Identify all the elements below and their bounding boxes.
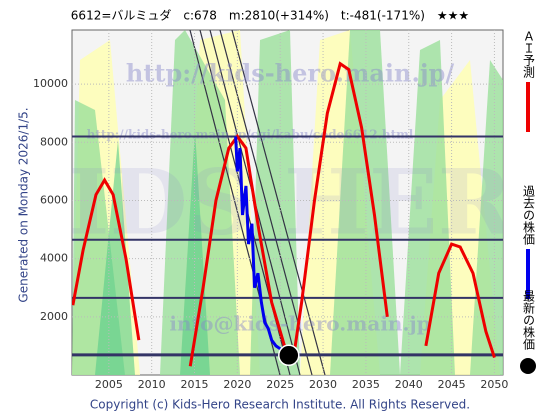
legend-swatch (520, 358, 536, 374)
x-tick-label: 2050 (480, 378, 508, 391)
legend-label: 最新の株価 (522, 290, 536, 350)
series-line (234, 136, 286, 356)
series-line (424, 242, 496, 359)
x-tick-label: 2030 (309, 378, 337, 391)
watermark: http://kids-hero.main.jp/cgi/kabu/code66… (87, 128, 414, 142)
chart-title: 6612=バルミュダ c:678 m:2810(+314%) t:-481(-1… (71, 8, 469, 23)
y-tick-label: 4000 (40, 252, 68, 265)
background-bands (72, 30, 503, 375)
x-tick-label: 2005 (95, 378, 123, 391)
x-tick-label: 2035 (352, 378, 380, 391)
watermark: http://kids-hero.main.jp/ (126, 59, 454, 88)
watermark: KIDS HERO (0, 150, 560, 256)
x-tick-label: 2020 (223, 378, 251, 391)
legend-label: ＡＩ予測 (522, 30, 536, 79)
y-tick-label: 6000 (40, 193, 68, 206)
x-tick-label: 2045 (438, 378, 466, 391)
y-tick-label: 10000 (33, 77, 68, 90)
x-tick-label: 2010 (138, 378, 166, 391)
y-tick-label: 2000 (40, 310, 68, 323)
y-tick-label: 8000 (40, 135, 68, 148)
x-tick-label: 2025 (266, 378, 294, 391)
side-label: Generated on Monday 2026/1/5. (17, 107, 31, 302)
x-tick-label: 2015 (181, 378, 209, 391)
legend-swatch (526, 249, 530, 299)
x-tick-label: 2040 (395, 378, 423, 391)
series-line (72, 177, 141, 341)
legend-swatch (526, 82, 530, 132)
legend-label: 過去の株価 (522, 185, 536, 245)
latest-price (278, 344, 300, 367)
footer: Copyright (c) Kids-Hero Research Institu… (90, 398, 470, 412)
